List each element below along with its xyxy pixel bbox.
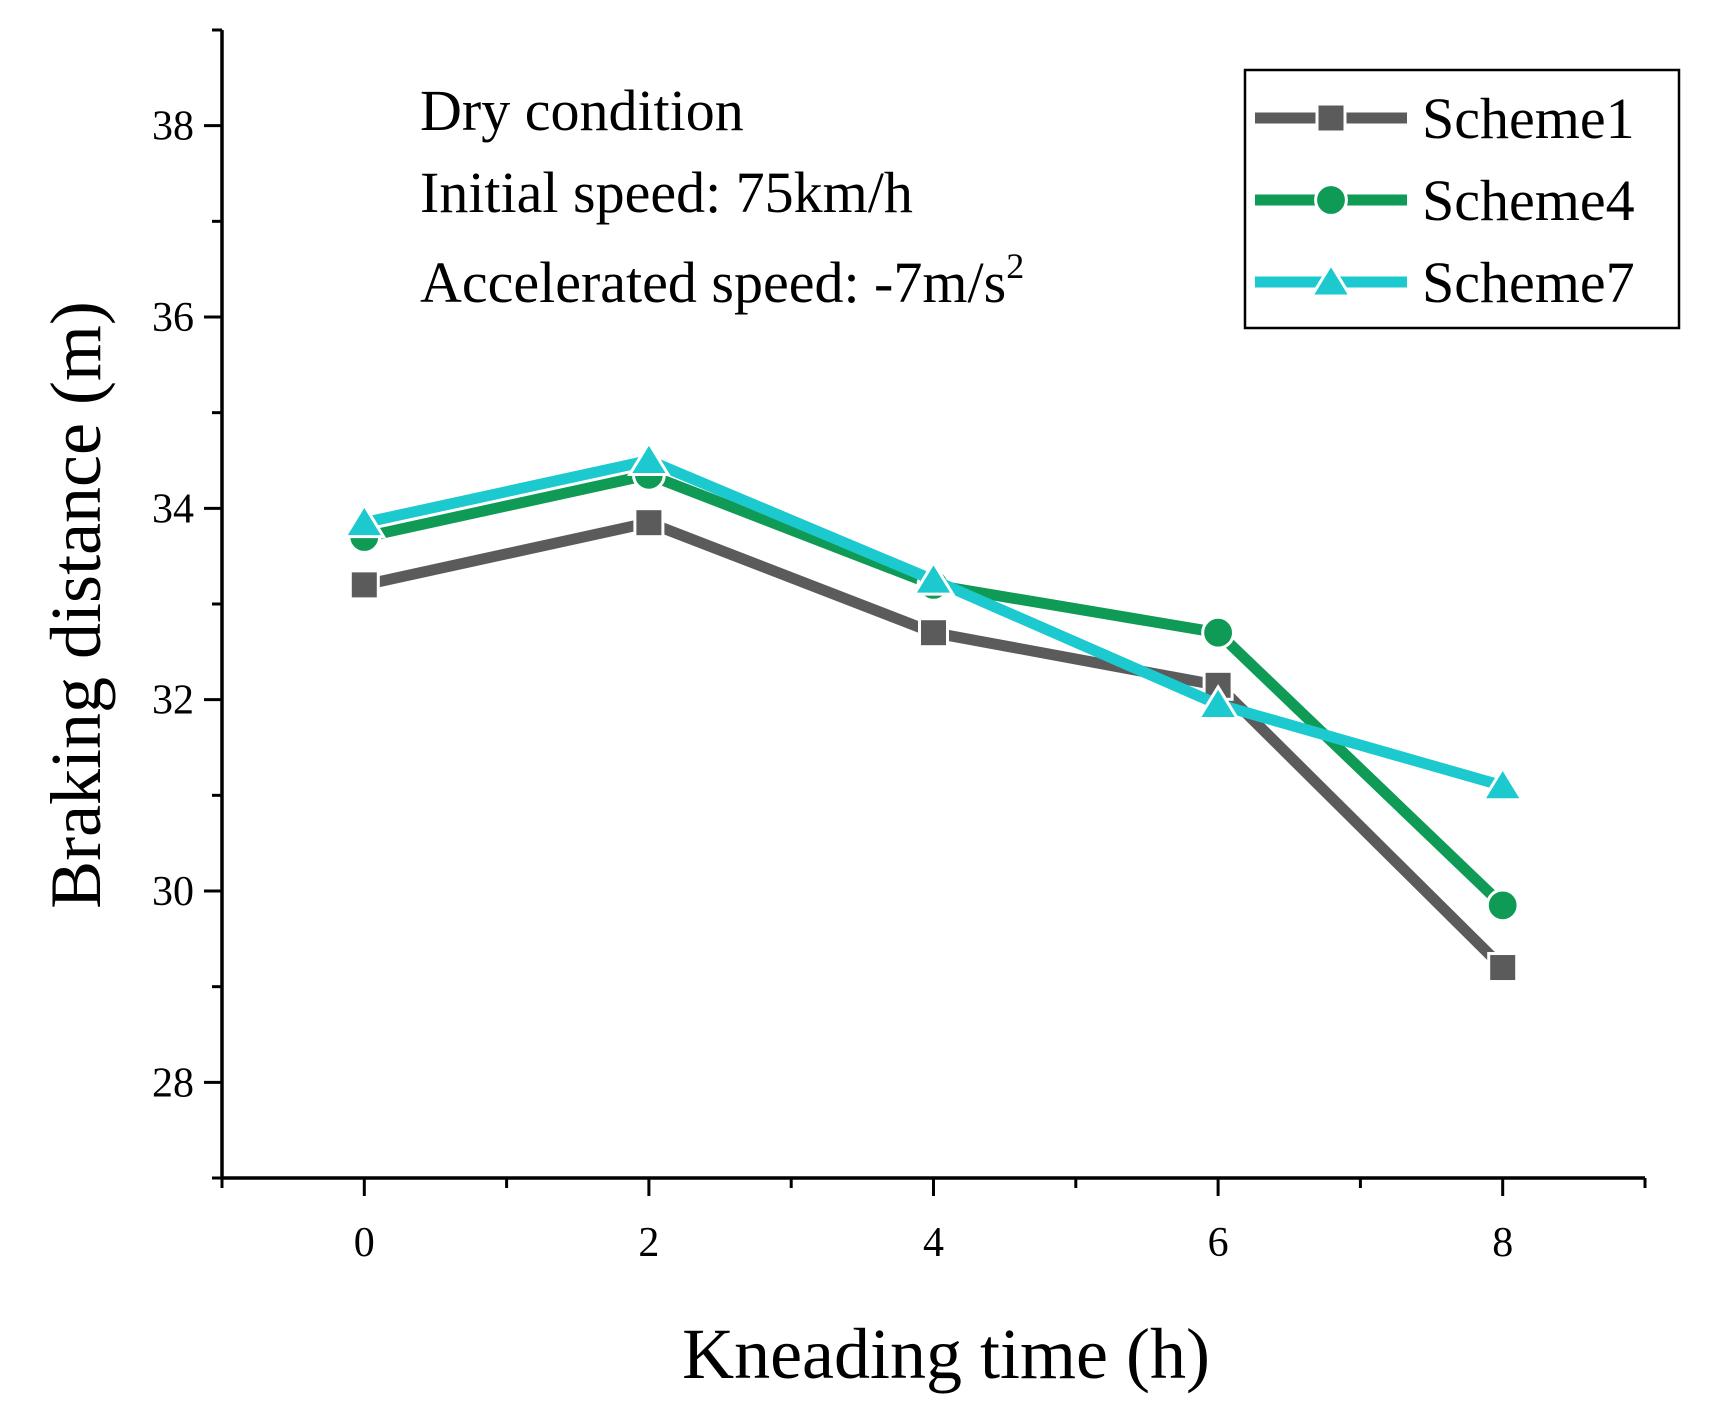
y-tick-label: 30: [152, 869, 194, 915]
x-tick-label: 4: [923, 1220, 944, 1266]
x-tick-label: 0: [354, 1220, 375, 1266]
annotations: Dry condition Initial speed: 75km/h Acce…: [420, 78, 1024, 315]
data-point: [1196, 684, 1241, 720]
data-point: [918, 617, 949, 649]
data-point: [1487, 952, 1519, 984]
data-point: [1485, 888, 1520, 923]
y-tick-label: 28: [152, 1060, 194, 1106]
legend-label: Scheme4: [1422, 168, 1635, 233]
y-axis-title: Braking distance (m): [36, 301, 116, 909]
x-tick-label: 8: [1492, 1220, 1513, 1266]
axes: 28 30 32 34 36 38 0 2 4 6 8: [152, 28, 1647, 1266]
data-point: [342, 502, 387, 539]
series-scheme7: [342, 440, 1525, 802]
legend-label: Scheme1: [1422, 86, 1635, 151]
legend-label: Scheme7: [1422, 250, 1635, 315]
legend-item-scheme1: Scheme1: [1255, 86, 1635, 151]
data-point: [1480, 765, 1525, 802]
x-axis-title: Kneading time (h): [682, 1314, 1210, 1394]
data-point: [633, 507, 665, 539]
y-tick-label: 36: [152, 295, 194, 341]
y-tick-label: 32: [152, 678, 194, 724]
annotation-condition: Dry condition: [420, 78, 744, 143]
legend-item-scheme7: Scheme7: [1255, 250, 1635, 315]
annotation-acceleration-text: Accelerated speed: -7m/s: [420, 250, 1006, 315]
legend-item-scheme4: Scheme4: [1255, 168, 1635, 233]
legend-marker: [1309, 261, 1353, 298]
series-scheme4: [347, 457, 1520, 923]
annotation-initial-speed: Initial speed: 75km/h: [420, 160, 913, 225]
y-tick-label: 34: [152, 486, 194, 532]
data-point: [626, 440, 671, 476]
x-tick-label: 6: [1208, 1220, 1229, 1266]
annotation-acceleration-superscript: 2: [1006, 246, 1024, 286]
legend-marker: [1315, 102, 1347, 134]
series-layer: [342, 440, 1525, 984]
data-point: [348, 569, 380, 601]
y-tick-label: 38: [152, 104, 194, 150]
annotation-acceleration: Accelerated speed: -7m/s2: [420, 246, 1024, 315]
data-point: [911, 559, 956, 596]
x-tick-label: 2: [638, 1220, 659, 1266]
series-line: [358, 469, 1509, 911]
data-point: [1201, 615, 1235, 650]
legend-marker: [1314, 183, 1348, 217]
legend: Scheme1 Scheme4 Scheme7: [1243, 68, 1681, 330]
